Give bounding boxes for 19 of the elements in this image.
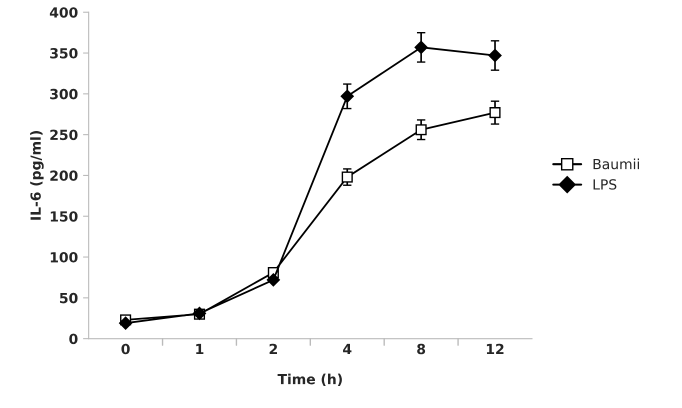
y-tick-label: 0 <box>69 334 78 344</box>
y-tick-label: 400 <box>50 7 78 18</box>
y-tick-label: 150 <box>50 211 78 222</box>
x-tick-label: 4 <box>343 344 352 354</box>
x-tick-label: 2 <box>270 344 277 354</box>
x-axis-title: Time (h) <box>278 374 342 386</box>
y-tick-label: 200 <box>50 170 78 181</box>
legend-label: LPS <box>594 179 616 190</box>
y-tick-label: 350 <box>50 48 78 59</box>
y-tick-label: 250 <box>50 130 78 140</box>
x-tick-label: 8 <box>417 344 426 354</box>
x-tick-label: 0 <box>121 344 130 354</box>
x-tick-label: 1 <box>196 344 204 354</box>
y-tick-label: 100 <box>50 252 78 263</box>
y-tick-label: 300 <box>50 88 78 100</box>
legend-label: Baumii <box>594 158 639 170</box>
x-tick-label: 12 <box>486 344 504 354</box>
y-tick-label: 50 <box>60 292 78 304</box>
y-axis-title: IL-6 (pg/ml) <box>30 131 44 220</box>
